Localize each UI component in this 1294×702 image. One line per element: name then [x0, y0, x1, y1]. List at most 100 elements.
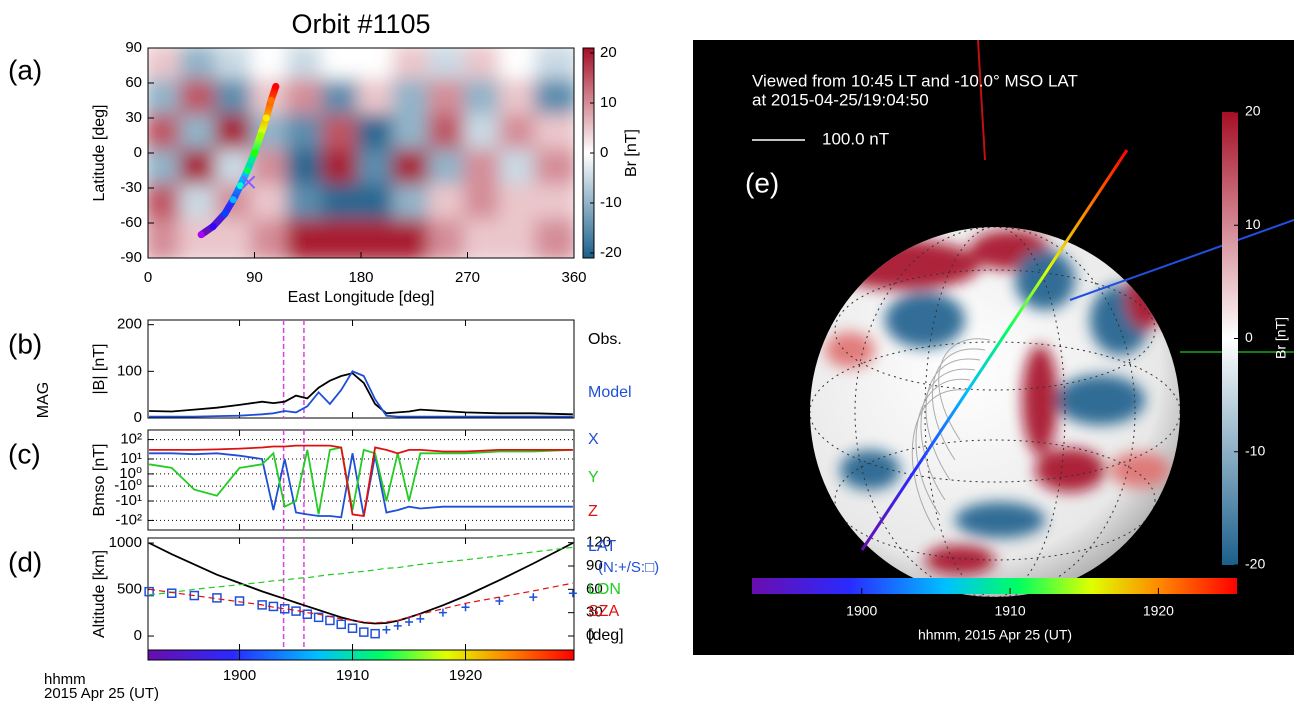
- lat-marker: [144, 586, 154, 597]
- globe: [810, 149, 1294, 597]
- field-blob: [825, 332, 875, 368]
- side-label: MAG: [35, 382, 52, 418]
- track-point: [197, 231, 205, 239]
- track-point: [209, 223, 217, 230]
- colorbar-tick-label: 0: [600, 144, 608, 161]
- field-line: [915, 378, 971, 516]
- field-blob: [1015, 250, 1075, 310]
- x-tick-label: 180: [348, 269, 373, 286]
- lat-marker: [495, 597, 504, 605]
- colorbar-label: Br [nT]: [623, 129, 640, 177]
- data-line: [149, 444, 573, 518]
- heatmap-cells: [148, 48, 574, 258]
- time-colorbar-label: hhmm, 2015 Apr 25 (UT): [918, 627, 1072, 643]
- panel-label: (d): [8, 546, 42, 577]
- lat-marker: [405, 618, 414, 626]
- legend-label: LAT: [588, 538, 616, 555]
- graticule-line: [924, 227, 1066, 597]
- colorbar-xlabel: hhmm: [44, 671, 86, 688]
- panel-label: (c): [8, 438, 41, 469]
- y-tick-label: 60: [125, 74, 142, 91]
- track-point: [256, 132, 264, 139]
- y-axis-label: Bmso [nT]: [91, 444, 108, 517]
- legend-label: Obs.: [588, 331, 622, 348]
- field-lines: [911, 338, 991, 531]
- y2-tick-label: 30: [586, 604, 603, 621]
- y-tick-label: 1000: [109, 534, 142, 551]
- lat-marker: [416, 614, 425, 623]
- field-line: [925, 358, 981, 481]
- plot-frame: [147, 429, 575, 531]
- heatmap-cell: [534, 219, 574, 258]
- colorbar-tick-label: -10: [600, 194, 622, 211]
- y-axis-label: Latitude [deg]: [91, 105, 108, 202]
- y-tick-label: -60: [120, 214, 142, 231]
- lat-marker: [461, 603, 470, 612]
- y2-axis-label: [deg]: [588, 627, 624, 644]
- field-blob: [955, 502, 1045, 538]
- field-blob: [885, 292, 965, 348]
- field-line: [920, 368, 976, 501]
- x-tick-label: 90: [246, 269, 263, 286]
- field-blob: [840, 450, 900, 490]
- legend-label: Z: [588, 503, 598, 520]
- lat-marker: [529, 593, 538, 602]
- data-line: [149, 370, 573, 418]
- colorbar-tick-label: 20: [600, 44, 617, 61]
- field-blob: [1022, 345, 1058, 455]
- globe-subtitle: at 2015-04-25/19:04:50: [752, 90, 929, 109]
- graticule-line: [810, 341, 1180, 483]
- panel-label: (a): [8, 54, 42, 85]
- y-tick-label: 0: [134, 144, 142, 161]
- cross-marker: [241, 175, 256, 189]
- y-tick-label: -10¹: [115, 492, 142, 509]
- colorbar-tick-label: 20: [1245, 103, 1261, 119]
- lat-marker: [313, 612, 324, 623]
- lat-marker: [382, 625, 391, 634]
- track-point: [251, 149, 258, 157]
- data-line: [149, 582, 574, 624]
- x-tick-label: 270: [455, 269, 480, 286]
- y-tick-label: -10⁰: [114, 477, 142, 494]
- y-tick-label: 10⁰: [119, 465, 142, 482]
- chart-title: Orbit #1105: [291, 9, 430, 39]
- colorbar-tick-label: 1910: [994, 603, 1025, 619]
- colorbar-tick-label: 1920: [449, 667, 482, 684]
- y-tick-label: 0: [134, 627, 142, 644]
- colorbar-tick-label: 1910: [336, 667, 369, 684]
- field-blob: [1055, 375, 1145, 425]
- colorbar-tick-label: 10: [1245, 216, 1261, 232]
- field-blob: [1035, 448, 1105, 492]
- legend-label: Y: [588, 469, 599, 486]
- y-tick-label: 10¹: [120, 450, 142, 467]
- field-line: [932, 348, 986, 461]
- lat-marker: [302, 609, 313, 619]
- y-tick-label: 100: [117, 362, 142, 379]
- y-tick-label: -10²: [115, 511, 142, 528]
- y-axis-label: Altitude [km]: [91, 550, 108, 638]
- data-line: [149, 372, 573, 416]
- y-tick-label: 10²: [120, 431, 142, 448]
- track-point: [229, 196, 237, 204]
- lat-marker: [438, 608, 447, 617]
- time-colorbar: [752, 578, 1237, 594]
- colorbar-tick-label: 0: [1245, 329, 1253, 345]
- lat-marker: [568, 589, 577, 598]
- legend-label: SZA: [588, 603, 619, 620]
- y2-tick-label: 120: [586, 534, 611, 551]
- y2-tick-label: 0: [586, 627, 594, 644]
- legend-label: Model: [588, 384, 632, 401]
- y-tick-label: 200: [117, 316, 142, 333]
- track-point: [221, 210, 229, 218]
- globe-title: Viewed from 10:45 LT and -10.0° MSO LAT: [752, 71, 1078, 90]
- data-line: [149, 546, 573, 596]
- y-tick-label: -90: [120, 249, 142, 266]
- y-tick-label: 30: [125, 109, 142, 126]
- track-point: [267, 97, 275, 104]
- sun-direction: [977, 39, 986, 161]
- colorbar-tick-label: -20: [600, 244, 622, 261]
- colorbar-tick-label: -20: [1245, 556, 1265, 572]
- plot-frame: [147, 319, 575, 419]
